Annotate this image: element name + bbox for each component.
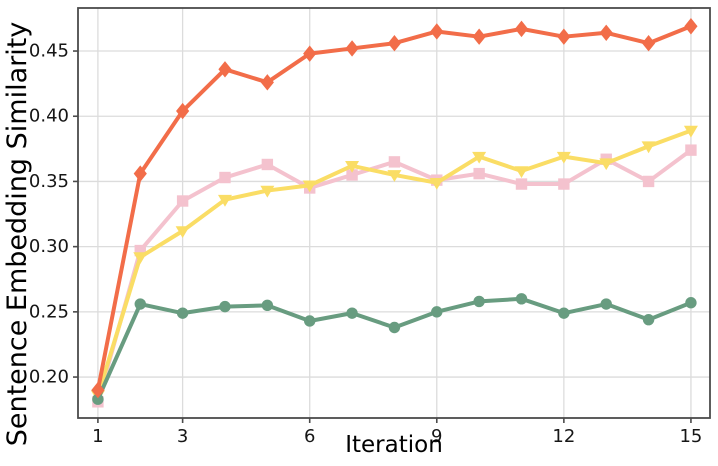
green-circle-marker bbox=[600, 298, 612, 310]
green-circle-marker bbox=[558, 307, 570, 319]
yellow-triangle-marker bbox=[683, 125, 698, 138]
y-tick-label: 0.35 bbox=[29, 171, 69, 192]
pink-square-marker bbox=[261, 158, 274, 171]
yellow-triangle-marker bbox=[429, 177, 444, 190]
green-circle-marker bbox=[261, 299, 274, 312]
y-axis-label: Sentence Embedding Similarity bbox=[2, 21, 33, 447]
series-pink-square-line bbox=[95, 148, 693, 404]
y-tick-label: 0.40 bbox=[29, 106, 69, 127]
pink-square-marker bbox=[473, 167, 485, 180]
coral-diamond-marker bbox=[387, 35, 402, 52]
x-tick-label: 6 bbox=[304, 426, 315, 447]
coral-diamond-marker bbox=[641, 35, 656, 52]
yellow-triangle-marker bbox=[133, 252, 148, 265]
coral-diamond-marker bbox=[514, 20, 529, 38]
coral-diamond-marker bbox=[684, 18, 698, 35]
pink-square-marker bbox=[388, 156, 401, 168]
pink-square-marker bbox=[176, 195, 189, 207]
yellow-triangle-marker bbox=[302, 180, 317, 193]
coral-diamond-marker bbox=[557, 28, 571, 45]
pink-square-marker bbox=[685, 144, 697, 156]
y-tick-label: 0.25 bbox=[29, 301, 69, 322]
green-circle-marker bbox=[304, 315, 316, 327]
x-axis-label: Iteration bbox=[345, 432, 443, 458]
yellow-triangle-marker bbox=[472, 151, 487, 164]
coral-diamond-marker bbox=[599, 24, 613, 41]
pink-square-marker bbox=[515, 178, 528, 190]
plot-border bbox=[77, 7, 711, 419]
x-tick-label: 9 bbox=[431, 426, 442, 447]
coral-diamond-marker bbox=[430, 23, 444, 40]
green-circle-marker bbox=[346, 307, 358, 319]
coral-diamond-marker bbox=[303, 45, 317, 62]
coral-diamond-marker bbox=[260, 74, 274, 91]
coral-diamond-marker bbox=[345, 40, 359, 57]
green-circle-marker bbox=[134, 298, 146, 310]
green-circle-marker bbox=[473, 295, 485, 308]
green-circle-marker bbox=[92, 393, 104, 405]
green-circle-marker bbox=[219, 300, 231, 313]
x-tick-label: 3 bbox=[177, 426, 188, 447]
x-tick-label: 1 bbox=[92, 426, 103, 447]
pink-square-marker bbox=[219, 171, 231, 184]
y-tick-label: 0.45 bbox=[29, 41, 69, 62]
green-circle-marker bbox=[642, 313, 655, 326]
yellow-triangle-marker bbox=[217, 194, 232, 207]
yellow-triangle-marker bbox=[387, 170, 402, 182]
series-coral-diamond-line bbox=[95, 24, 693, 393]
coral-diamond-marker bbox=[472, 28, 486, 45]
y-tick-label: 0.20 bbox=[29, 367, 69, 388]
pink-square-marker bbox=[558, 178, 570, 190]
yellow-triangle-marker bbox=[599, 158, 614, 171]
y-tick-label: 0.30 bbox=[29, 236, 69, 257]
green-circle-marker bbox=[388, 321, 401, 334]
green-circle-marker bbox=[431, 306, 443, 318]
coral-diamond-marker bbox=[133, 165, 147, 182]
x-tick-label: 15 bbox=[679, 426, 702, 447]
green-circle-marker bbox=[515, 293, 528, 305]
green-circle-marker bbox=[176, 307, 189, 319]
yellow-triangle-marker bbox=[556, 151, 571, 164]
yellow-triangle-marker bbox=[175, 226, 190, 238]
pink-square-marker bbox=[346, 169, 358, 181]
pink-square-marker bbox=[134, 244, 146, 257]
yellow-triangle-marker bbox=[260, 185, 275, 198]
x-tick-label: 12 bbox=[552, 426, 575, 447]
coral-diamond-marker bbox=[218, 61, 232, 78]
yellow-triangle-marker bbox=[641, 141, 656, 154]
yellow-triangle-marker bbox=[345, 160, 360, 173]
yellow-triangle-marker bbox=[514, 166, 529, 179]
green-circle-marker bbox=[685, 297, 697, 309]
pink-square-marker bbox=[642, 175, 655, 188]
coral-diamond-marker bbox=[91, 381, 105, 399]
coral-diamond-marker bbox=[176, 102, 190, 120]
